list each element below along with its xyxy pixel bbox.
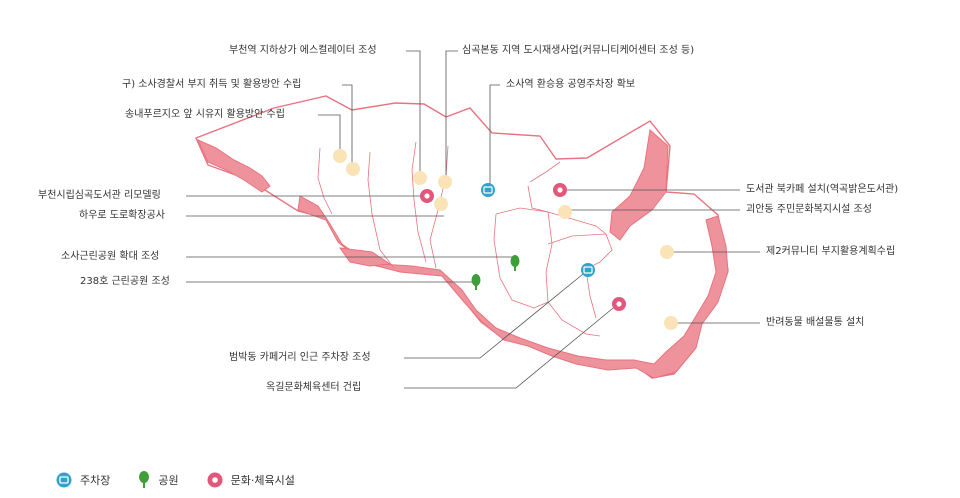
legend-label-park: 공원 <box>158 474 179 487</box>
label-park238: 238호 근린공원 조성 <box>80 276 170 287</box>
label-sosa-parking: 소사역 환승용 공영주차장 확보 <box>506 79 636 90</box>
project-dot <box>413 171 427 185</box>
label-goean-center: 괴안동 주민문화복지시설 조성 <box>746 204 872 215</box>
project-dot <box>434 197 448 211</box>
parking-icon <box>481 183 495 197</box>
project-dot <box>333 149 347 163</box>
project-dots <box>333 149 678 330</box>
project-dot <box>558 205 572 219</box>
project-dot <box>664 316 678 330</box>
label-escalator: 부천역 지하상가 에스컬레이터 조성 <box>229 45 377 56</box>
label-library-remodel: 부천시립심곡도서관 리모델링 <box>38 190 161 201</box>
label-beombak-parking: 범박동 카페거리 인근 주차장 조성 <box>229 352 371 363</box>
legend-label-culture: 문화·체육시설 <box>230 474 295 487</box>
legend-item-culture: 문화·체육시설 <box>207 472 295 488</box>
legend-label-parking: 주차장 <box>80 474 111 487</box>
map-legend: 주차장 공원 문화·체육시설 <box>56 470 323 490</box>
label-community2: 제2커뮤니티 부지활용계획수립 <box>766 246 896 257</box>
label-police: 구) 소사경찰서 부지 취득 및 활용방안 수립 <box>122 79 302 90</box>
park-icon <box>471 274 481 290</box>
culture-icon <box>207 472 223 488</box>
culture-icon <box>612 297 626 311</box>
label-urban-regen: 심곡본동 지역 도시재생사업(커뮤니티케어센터 조성 등) <box>462 45 695 56</box>
project-dot <box>346 162 360 176</box>
label-okgil-center: 옥길문화체육센터 건립 <box>266 382 362 393</box>
project-dot <box>438 175 452 189</box>
culture-icon <box>420 189 434 203</box>
parking-icon <box>581 263 595 277</box>
label-hawoo-road: 하우로 도로확장공사 <box>79 210 165 221</box>
dong-boundaries <box>317 141 613 337</box>
culture-icon <box>553 183 567 197</box>
park-icon <box>139 471 150 488</box>
label-book-cafe: 도서관 북카페 설치(역곡밝은도서관) <box>746 184 899 195</box>
green-belt <box>197 129 729 379</box>
legend-item-parking: 주차장 <box>56 472 110 488</box>
parking-icon <box>56 472 72 488</box>
legend-item-park: 공원 <box>138 471 179 489</box>
label-songnae: 송내푸르지오 앞 시유지 활용방안 수립 <box>125 109 285 120</box>
label-pet-waste: 반려동물 배설물통 설치 <box>766 317 865 328</box>
leader-lines <box>186 50 760 389</box>
project-dot <box>660 245 674 259</box>
park-icon <box>510 255 520 271</box>
label-sosa-park: 소사근린공원 확대 조성 <box>61 251 160 262</box>
